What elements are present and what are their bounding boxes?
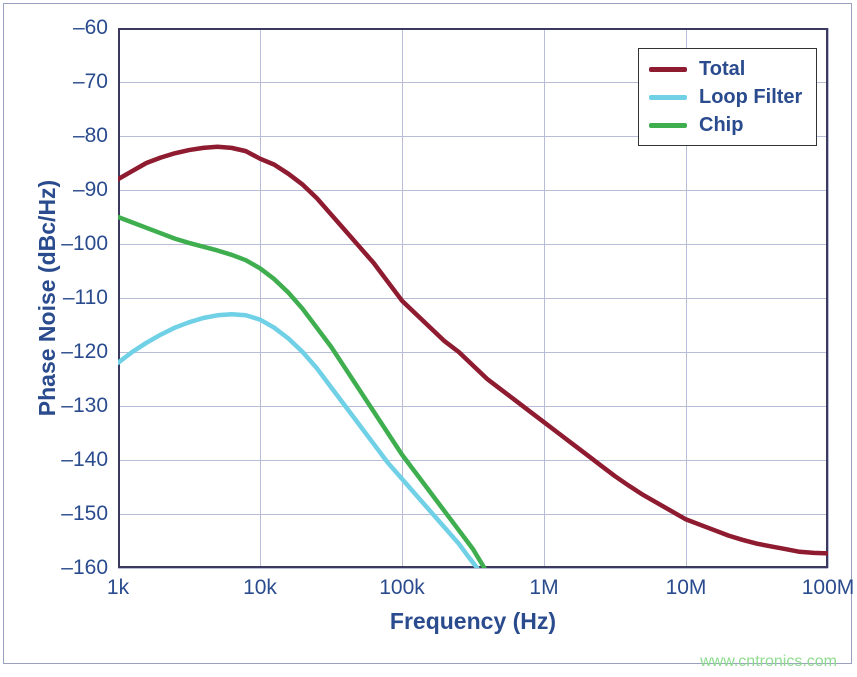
y-tick-label: –80 xyxy=(73,124,108,148)
legend-swatch xyxy=(649,95,687,100)
y-tick-label: –130 xyxy=(61,394,108,418)
x-tick-label: 1M xyxy=(529,576,558,600)
y-tick-label: –100 xyxy=(61,232,108,256)
x-tick-label: 10k xyxy=(243,576,277,600)
series-line xyxy=(118,314,477,568)
x-tick-label: 1k xyxy=(107,576,129,600)
series-line xyxy=(118,147,828,554)
x-tick-label: 100M xyxy=(802,576,855,600)
legend-swatch xyxy=(649,123,687,128)
y-tick-label: –90 xyxy=(73,178,108,202)
y-tick-label: –120 xyxy=(61,340,108,364)
y-tick-label: –160 xyxy=(61,556,108,580)
x-axis-label: Frequency (Hz) xyxy=(118,608,828,635)
legend-row: Chip xyxy=(649,111,802,139)
legend-label: Loop Filter xyxy=(699,86,802,109)
y-tick-label: –140 xyxy=(61,448,108,472)
legend-row: Loop Filter xyxy=(649,83,802,111)
y-axis-label: Phase Noise (dBc/Hz) xyxy=(34,28,61,568)
series-line xyxy=(118,217,484,568)
y-tick-label: –150 xyxy=(61,502,108,526)
legend-swatch xyxy=(649,67,687,72)
legend-label: Total xyxy=(699,58,745,81)
legend-label: Chip xyxy=(699,114,743,137)
y-tick-label: –60 xyxy=(73,16,108,40)
legend: Total Loop Filter Chip xyxy=(638,48,817,146)
x-tick-label: 100k xyxy=(379,576,425,600)
x-tick-label: 10M xyxy=(666,576,707,600)
y-tick-label: –70 xyxy=(73,70,108,94)
y-tick-label: –110 xyxy=(63,286,108,310)
watermark: www.cntronics.com xyxy=(700,653,837,671)
legend-row: Total xyxy=(649,55,802,83)
